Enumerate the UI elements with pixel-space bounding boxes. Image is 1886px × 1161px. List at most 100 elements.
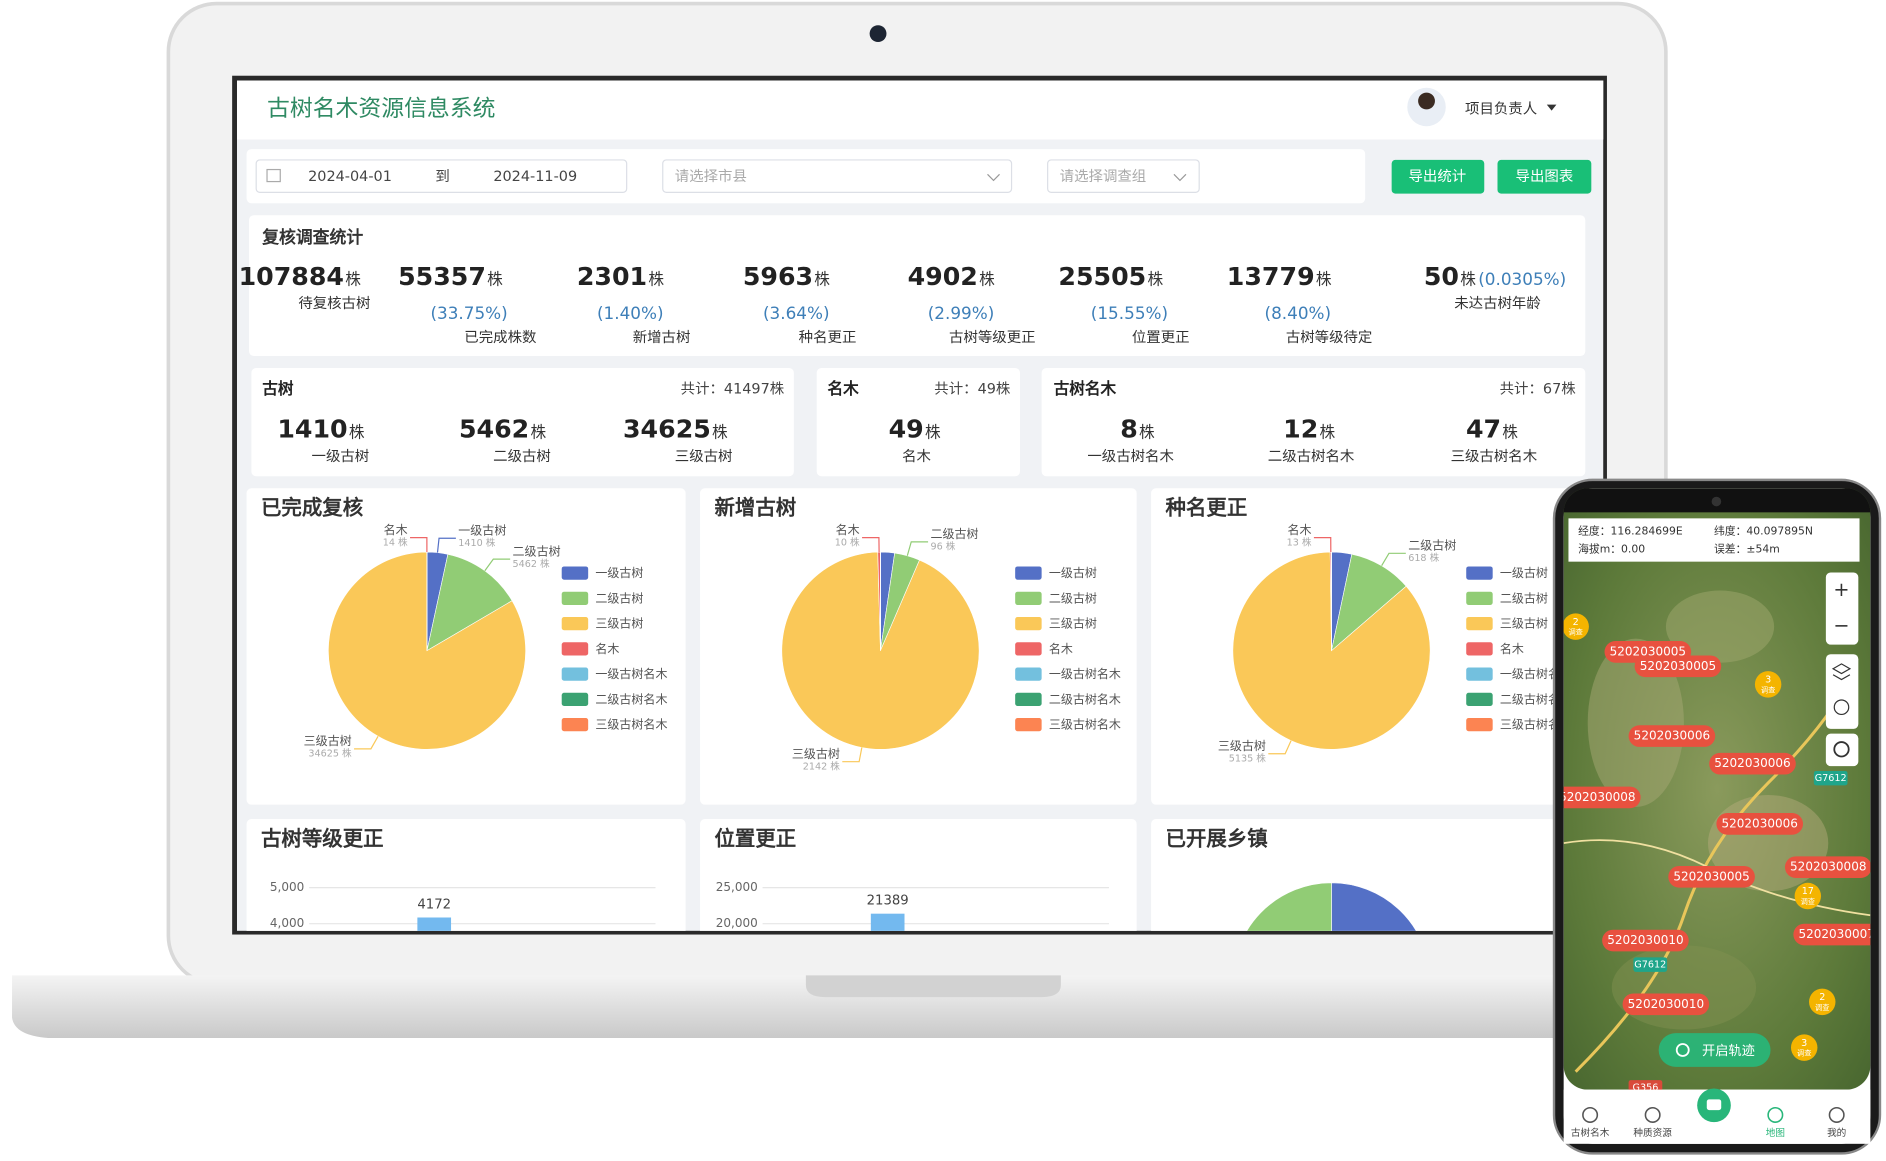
cluster-label: 调查 — [1801, 897, 1815, 906]
stat-value: 107884 — [239, 262, 344, 291]
legend-label: 一级古树 — [1049, 565, 1097, 580]
legend-label: 三级古树 — [595, 616, 643, 631]
stat-percent: (3.64%) — [763, 303, 830, 323]
stat-percent: (8.40%) — [1265, 303, 1332, 323]
slice-label: 名木 — [384, 522, 408, 537]
marker-label: 5202030006 — [1721, 816, 1797, 830]
legend-label: 一级古树名木 — [1049, 666, 1121, 681]
legend-label: 名木 — [1049, 641, 1073, 656]
legend-swatch — [1466, 642, 1492, 655]
card-value: 8 — [1120, 415, 1138, 444]
stat-percent: (15.55%) — [1091, 303, 1168, 323]
stat-label: 未达古树年龄 — [1454, 295, 1541, 312]
legend-swatch — [1466, 693, 1492, 706]
stat-value: 2301 — [577, 262, 647, 291]
stat-label: 新增古树 — [633, 329, 691, 346]
cluster-count: 3 — [1765, 675, 1771, 686]
stat-value: 50 — [1424, 262, 1459, 291]
card-value: 5462 — [459, 415, 529, 444]
zoom-in[interactable]: + — [1833, 578, 1849, 601]
user-name[interactable]: 项目负责人 — [1465, 100, 1537, 117]
slice-label: 二级古树 — [930, 526, 978, 541]
camera — [870, 25, 887, 42]
nav-label: 地图 — [1766, 1127, 1785, 1139]
stat-unit: 株 — [1147, 270, 1163, 289]
track-label[interactable]: 开启轨迹 — [1702, 1043, 1755, 1059]
legend-swatch — [562, 718, 588, 731]
card-total: 共计：67株 — [1500, 381, 1577, 398]
slice-label: 二级古树 — [1408, 538, 1456, 553]
stat-percent: (1.40%) — [597, 303, 664, 323]
card-title: 名木 — [828, 379, 860, 398]
slice-value-label: 1410 株 — [458, 537, 496, 549]
slice-label: 三级古树 — [1218, 738, 1266, 753]
marker-label: 5202030005 — [1673, 869, 1749, 883]
card-unit: 株 — [1319, 422, 1335, 441]
stat-unit: 株 — [487, 270, 503, 289]
legend-swatch — [1015, 668, 1041, 681]
stat-percent: (2.99%) — [928, 303, 995, 323]
y-tick-label: 20,000 — [716, 916, 758, 930]
card-title: 古树 — [262, 379, 294, 398]
marker-label: 5202030006 — [1634, 729, 1710, 743]
stat-label: 位置更正 — [1132, 329, 1190, 346]
card-value: 1410 — [277, 415, 347, 444]
chart-title: 位置更正 — [714, 827, 796, 851]
marker-label: 5202030007 — [1798, 927, 1874, 941]
laptop-notch — [806, 975, 1061, 997]
marker-label: 5202030005 — [1640, 659, 1716, 673]
stat-unit: 株 — [1316, 270, 1332, 289]
legend-swatch — [1466, 718, 1492, 731]
card-unit: 株 — [530, 422, 546, 441]
cluster-label: 调查 — [1761, 685, 1775, 694]
card-label: 二级古树 — [493, 448, 551, 465]
avatar-hair — [1418, 93, 1435, 110]
button-label[interactable]: 导出图表 — [1516, 168, 1574, 185]
card-value: 47 — [1466, 415, 1501, 444]
legend-swatch — [562, 668, 588, 681]
chart-title: 新增古树 — [714, 496, 796, 520]
latitude: 纬度：40.097895N — [1714, 524, 1813, 538]
legend-label: 三级古树名木 — [1049, 717, 1121, 732]
card-unit: 株 — [712, 422, 728, 441]
legend-label: 二级古树 — [595, 590, 643, 605]
legend-label: 一级古树 — [1500, 565, 1548, 580]
stat-label: 种名更正 — [799, 329, 857, 346]
camera-icon — [1707, 1099, 1721, 1110]
card-title: 古树名木 — [1054, 379, 1117, 398]
legend-label: 一级古树名木 — [595, 666, 667, 681]
card-label: 三级古树名木 — [1451, 448, 1538, 465]
stat-unit: 株 — [345, 270, 361, 289]
stat-value: 5963 — [743, 262, 813, 291]
card-value: 34625 — [623, 415, 711, 444]
slice-value-label: 5135 株 — [1229, 753, 1267, 765]
legend-label: 名木 — [595, 641, 619, 656]
map[interactable]: 经度：116.284699E 纬度：40.097895N 海拔m：0.00 误差… — [1554, 488, 1880, 1094]
marker-label: 5202030008 — [1790, 860, 1866, 874]
slice-label: 三级古树 — [304, 733, 352, 748]
y-tick-label: 25,000 — [716, 880, 758, 894]
legend-swatch — [562, 592, 588, 605]
legend-swatch — [562, 642, 588, 655]
slice-label: 一级古树 — [458, 523, 506, 538]
card-total: 共计：41497株 — [681, 381, 785, 398]
stat-value: 13779 — [1227, 262, 1315, 291]
button-label[interactable]: 导出统计 — [1409, 168, 1467, 185]
legend-swatch — [1015, 693, 1041, 706]
chart-title: 已开展乡镇 — [1166, 827, 1268, 851]
card-value: 49 — [889, 415, 924, 444]
legend-swatch — [1015, 642, 1041, 655]
y-tick-label: 5,000 — [270, 880, 304, 894]
legend-swatch — [1015, 617, 1041, 630]
legend-swatch — [562, 566, 588, 579]
stat-unit: 株 — [1460, 270, 1476, 289]
card-label: 名木 — [902, 448, 931, 465]
stat-value: 25505 — [1058, 262, 1146, 291]
legend-label: 三级古树 — [1049, 616, 1097, 631]
legend-swatch — [1015, 718, 1041, 731]
legend-swatch — [1466, 668, 1492, 681]
stat-value: 4902 — [908, 262, 978, 291]
zoom-out[interactable]: − — [1833, 614, 1849, 637]
cluster-label: 调查 — [1568, 628, 1582, 637]
